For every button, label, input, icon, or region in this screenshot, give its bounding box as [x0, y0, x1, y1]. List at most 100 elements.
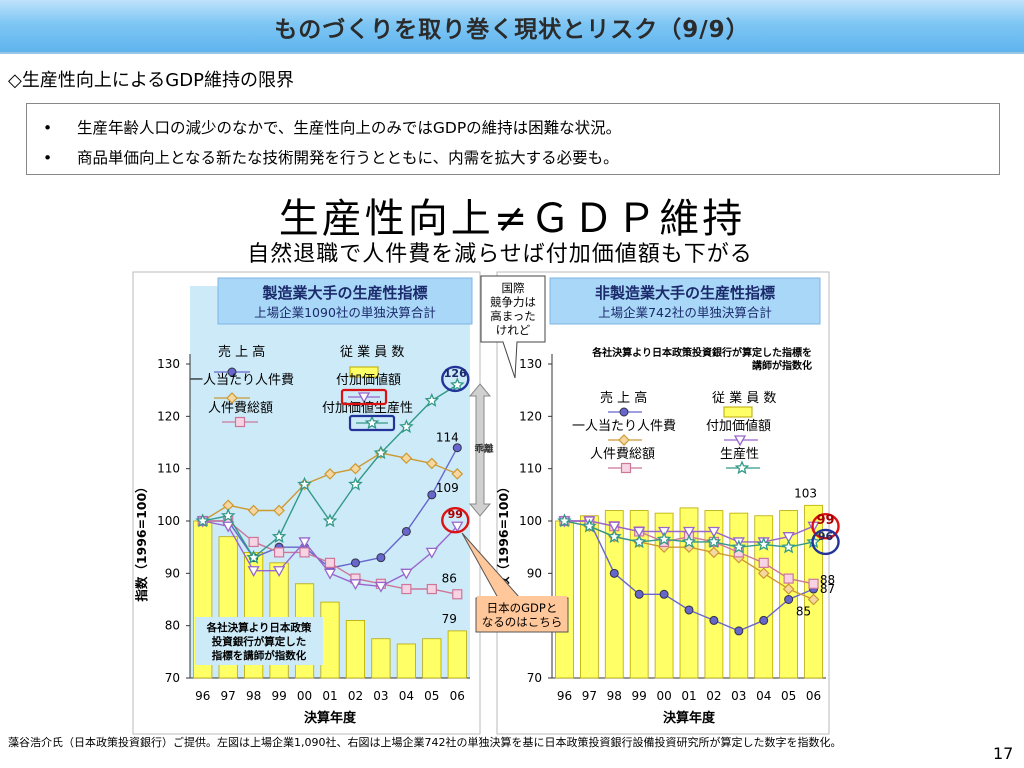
point-sales	[609, 568, 619, 578]
x-axis-label: 決算年度	[663, 710, 716, 726]
callout-intl-text: 国際	[502, 281, 525, 295]
legend-highlight	[348, 414, 396, 432]
x-tick-label: 01	[681, 689, 696, 703]
point-total-labor	[401, 583, 412, 595]
x-tick-label: 02	[348, 689, 363, 703]
callout-intl-text: けれど	[496, 323, 531, 337]
end-label: 126	[444, 367, 467, 380]
point-productivity	[220, 508, 236, 522]
point-value-added	[782, 532, 795, 544]
callout-gdp-text: なるのはこちら	[482, 615, 563, 629]
bullet-box: • 生産年齢人口の減少のなかで、生産性向上のみではGDPの維持は困難な状況。 • 商…	[26, 103, 1000, 175]
point-productivity	[348, 476, 363, 491]
point-productivity	[582, 518, 597, 533]
point-per-capita-labor	[349, 462, 362, 475]
point-per-capita-labor	[782, 583, 795, 595]
x-tick-label: 00	[297, 689, 312, 703]
main-heading: 生産性向上≠ＧＤＰ維持	[278, 196, 746, 242]
point-value-added	[608, 521, 621, 533]
point-sales	[709, 615, 719, 625]
legend-marker	[619, 407, 629, 417]
page-number: 17	[993, 744, 1014, 763]
end-label-circle	[811, 528, 840, 556]
bullet-item: • 商品単価向上となる新たな技術開発を行うとともに、内需を拡大する必要も。	[43, 146, 619, 168]
point-value-added	[425, 547, 438, 559]
legend-marker	[227, 367, 237, 377]
chart-title-box	[217, 277, 473, 325]
x-tick-label: 06	[450, 689, 465, 703]
legend-marker	[357, 392, 371, 404]
divergence-label: 乖離	[474, 443, 494, 455]
point-total-labor	[758, 557, 769, 568]
bullet-text: 生産年齢人口の減少のなかで、生産性向上のみではGDPの維持は困難な状況。	[77, 119, 622, 137]
legend-label: 人件費総額	[590, 447, 655, 462]
chart-note: 各社決算より日本政策	[206, 621, 312, 634]
point-value-added	[374, 581, 388, 593]
section-subtitle: ◇生産性向上によるGDP維持の限界	[8, 70, 294, 91]
legend-label: 従 業 員 数	[712, 390, 776, 406]
x-tick-label: 98	[607, 689, 622, 703]
slide-title: ものづくりを取り巻く現状とリスク（9/9）	[274, 17, 750, 43]
bar-employees	[320, 601, 340, 679]
point-per-capita-labor	[400, 452, 413, 465]
end-label: 85	[796, 605, 811, 619]
point-sales	[684, 605, 694, 615]
y-tick-label: 100	[519, 514, 542, 528]
x-axis-label: 決算年度	[304, 710, 357, 726]
legend-marker	[733, 435, 747, 447]
point-sales	[659, 589, 669, 599]
legend-label: 一人当たり人件費	[572, 419, 676, 434]
bar-employees	[447, 630, 467, 679]
point-productivity	[450, 377, 465, 392]
legend-label: 人件費総額	[208, 401, 273, 416]
legend-swatch	[723, 406, 753, 418]
title-bar: ものづくりを取り巻く現状とリスク（9/9）	[0, 0, 1024, 54]
point-per-capita-labor	[273, 504, 285, 517]
y-tick-label: 110	[519, 462, 542, 476]
legend-label: 付加価値額	[706, 418, 771, 434]
divergence-arrow	[468, 383, 492, 517]
x-tick-label: 03	[373, 689, 388, 703]
point-productivity	[373, 445, 389, 460]
point-productivity	[271, 529, 287, 543]
end-label: 88	[820, 573, 835, 587]
bar-employees	[396, 643, 416, 679]
legend-marker	[618, 434, 630, 446]
point-productivity	[781, 539, 796, 554]
end-label: 87	[820, 582, 835, 596]
end-label: 109	[436, 481, 459, 495]
end-label: 99	[816, 513, 834, 528]
point-productivity	[246, 549, 261, 564]
bullet-text: 商品単価向上となる新たな技術開発を行うとともに、内需を拡大する必要も。	[77, 149, 619, 167]
bar-employees	[371, 638, 391, 679]
callout-intl-box	[480, 275, 546, 379]
callout-intl-text: 高まった	[490, 309, 536, 323]
point-total-labor	[783, 573, 794, 584]
point-value-added	[247, 566, 260, 578]
legend-label: 従 業 員 数	[340, 344, 404, 360]
y-tick-label: 120	[157, 409, 180, 423]
chart-note: 各社決算より日本政策投資銀行が算定した指標を	[591, 346, 812, 359]
x-tick-label: 99	[271, 689, 286, 703]
chart-note: 講師が指数化	[752, 359, 812, 372]
y-tick-label: 70	[165, 671, 180, 685]
chart-title-box	[549, 277, 821, 325]
point-productivity	[756, 536, 772, 551]
point-sales	[759, 615, 769, 625]
x-tick-label: 02	[706, 689, 721, 703]
point-total-labor	[452, 589, 463, 600]
legend-highlight	[340, 388, 388, 406]
point-total-labor	[299, 547, 310, 558]
point-per-capita-labor	[807, 593, 820, 606]
point-per-capita-labor	[451, 468, 464, 480]
point-value-added	[323, 568, 337, 580]
y-tick-label: 80	[165, 619, 180, 633]
legend-label: 一人当たり人件費	[190, 373, 294, 388]
point-per-capita-labor	[324, 468, 336, 480]
legend-label: 付加価値額	[336, 372, 401, 388]
x-tick-label: 99	[632, 689, 647, 703]
point-productivity	[706, 534, 722, 549]
